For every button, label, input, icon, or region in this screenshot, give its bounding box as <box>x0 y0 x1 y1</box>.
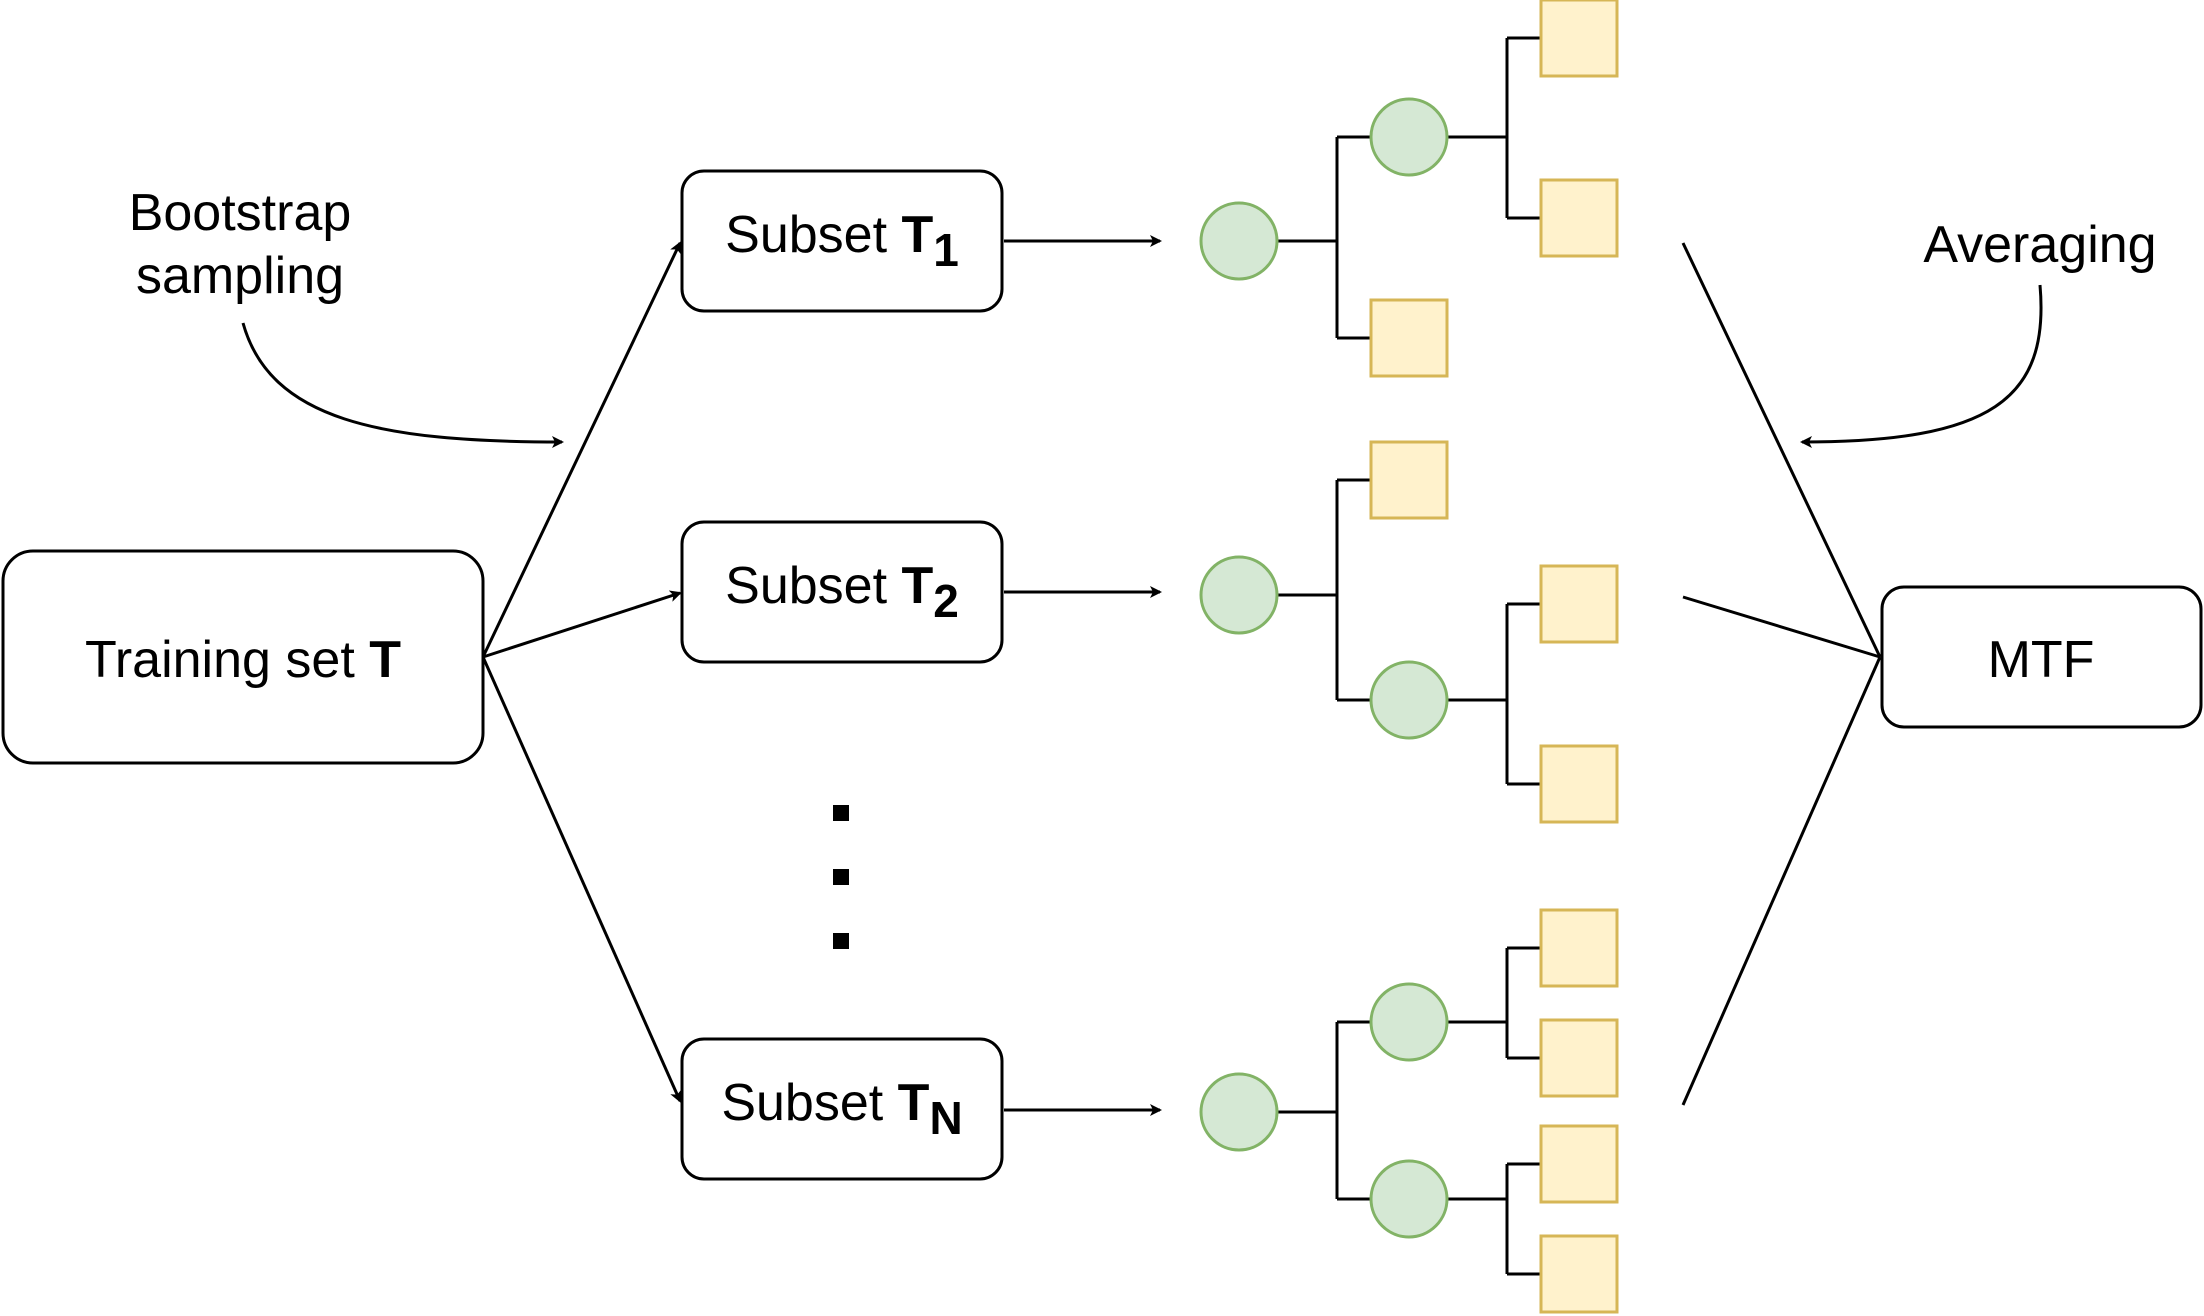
edge-train-to-subset1 <box>481 241 682 658</box>
bootstrap-label-line1: Bootstrap <box>129 184 352 242</box>
edge-train-to-subsetN <box>481 656 682 1103</box>
bootstrap-curved-arrow <box>241 322 564 448</box>
subset-label-1: Subset T1 <box>725 206 959 276</box>
ellipsis-dots <box>833 805 849 949</box>
subset-box-2: Subset T2 <box>680 520 1004 664</box>
subset-box-N: Subset TN <box>680 1037 1004 1181</box>
edge-train-to-subset2 <box>482 590 682 659</box>
decision-tree-N <box>1199 908 1619 1314</box>
mtf-output-box: MTF <box>1880 585 2203 729</box>
training-set-box: Training set T <box>1 549 485 765</box>
decision-tree-2 <box>1199 440 1619 824</box>
decision-tree-1 <box>1199 0 1619 378</box>
training-set-label: Training set T <box>85 631 401 689</box>
subset-label-2: Subset T2 <box>725 557 959 627</box>
subset-box-1: Subset T1 <box>680 169 1004 313</box>
edge-treeN-to-mtf <box>1681 656 1882 1106</box>
averaging-curved-arrow <box>1800 284 2043 448</box>
mtf-label: MTF <box>1988 631 2095 689</box>
edge-tree1-to-mtf <box>1681 242 1882 658</box>
edge-tree2-to-mtf <box>1682 595 1881 659</box>
averaging-label: Averaging <box>1923 216 2156 274</box>
bootstrap-label-line2: sampling <box>136 247 344 305</box>
subset-label-N: Subset TN <box>721 1074 962 1144</box>
